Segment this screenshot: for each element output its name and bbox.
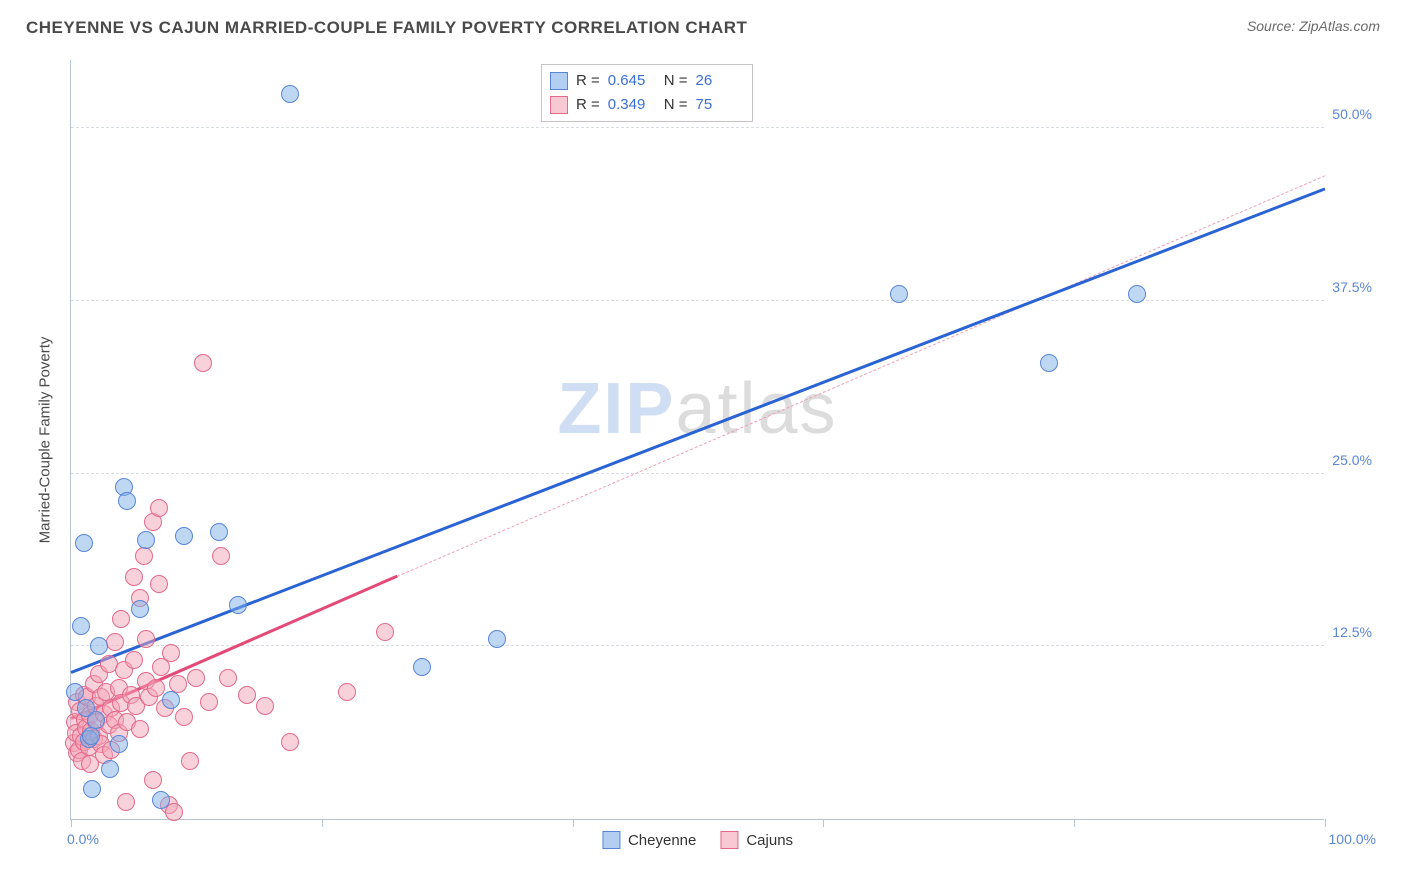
r-value: 0.645	[608, 69, 656, 93]
n-value: 26	[696, 69, 744, 93]
y-tick-label: 37.5%	[1332, 279, 1372, 295]
data-point-cheyenne	[82, 727, 100, 745]
data-point-cheyenne	[281, 85, 299, 103]
data-point-cheyenne	[90, 637, 108, 655]
r-value: 0.349	[608, 93, 656, 117]
x-tick	[322, 819, 323, 827]
data-point-cajuns	[150, 499, 168, 517]
chart-title: CHEYENNE VS CAJUN MARRIED-COUPLE FAMILY …	[26, 18, 747, 38]
n-label: N =	[664, 93, 688, 117]
stats-row: R = 0.349 N = 75	[550, 93, 744, 117]
data-point-cheyenne	[118, 492, 136, 510]
data-point-cheyenne	[488, 630, 506, 648]
chart-header: CHEYENNE VS CAJUN MARRIED-COUPLE FAMILY …	[0, 0, 1406, 38]
data-point-cajuns	[238, 686, 256, 704]
x-tick	[823, 819, 824, 827]
data-point-cajuns	[200, 693, 218, 711]
data-point-cheyenne	[101, 760, 119, 778]
data-point-cheyenne	[229, 596, 247, 614]
data-point-cajuns	[135, 547, 153, 565]
data-point-cheyenne	[210, 523, 228, 541]
data-point-cheyenne	[66, 683, 84, 701]
source-attribution: Source: ZipAtlas.com	[1247, 18, 1380, 34]
n-value: 75	[696, 93, 744, 117]
data-point-cheyenne	[1128, 285, 1146, 303]
data-point-cajuns	[212, 547, 230, 565]
data-point-cheyenne	[1040, 354, 1058, 372]
regression-cajuns-extrapolated	[397, 176, 1325, 578]
legend-swatch	[602, 831, 620, 849]
y-tick-label: 25.0%	[1332, 452, 1372, 468]
legend-swatch	[550, 96, 568, 114]
data-point-cajuns	[147, 679, 165, 697]
stats-row: R = 0.645 N = 26	[550, 69, 744, 93]
legend-label: Cheyenne	[628, 832, 696, 849]
data-point-cajuns	[219, 669, 237, 687]
x-tick	[1325, 819, 1326, 827]
x-axis-min-label: 0.0%	[67, 831, 99, 847]
data-point-cajuns	[187, 669, 205, 687]
data-point-cajuns	[137, 630, 155, 648]
data-point-cajuns	[150, 575, 168, 593]
data-point-cajuns	[256, 697, 274, 715]
data-point-cheyenne	[162, 691, 180, 709]
data-point-cajuns	[169, 675, 187, 693]
data-point-cajuns	[181, 752, 199, 770]
data-point-cheyenne	[75, 534, 93, 552]
data-point-cheyenne	[72, 617, 90, 635]
regression-cheyenne	[70, 187, 1325, 673]
y-axis-title: Married-Couple Family Poverty	[37, 336, 54, 543]
source-name: ZipAtlas.com	[1299, 18, 1380, 34]
data-point-cheyenne	[87, 711, 105, 729]
data-point-cajuns	[376, 623, 394, 641]
watermark: ZIPatlas	[557, 368, 837, 450]
data-point-cajuns	[281, 733, 299, 751]
r-label: R =	[576, 69, 600, 93]
data-point-cajuns	[175, 708, 193, 726]
data-point-cheyenne	[110, 735, 128, 753]
data-point-cajuns	[125, 651, 143, 669]
y-tick-label: 50.0%	[1332, 106, 1372, 122]
gridline-h	[71, 645, 1324, 646]
data-point-cheyenne	[175, 527, 193, 545]
data-point-cajuns	[125, 568, 143, 586]
data-point-cajuns	[162, 644, 180, 662]
data-point-cajuns	[117, 793, 135, 811]
data-point-cheyenne	[152, 791, 170, 809]
data-point-cheyenne	[137, 531, 155, 549]
x-tick	[1074, 819, 1075, 827]
series-legend: Cheyenne Cajuns	[602, 831, 793, 849]
x-axis-max-label: 100.0%	[1329, 831, 1376, 847]
data-point-cajuns	[106, 633, 124, 651]
data-point-cajuns	[144, 771, 162, 789]
data-point-cheyenne	[413, 658, 431, 676]
source-prefix: Source:	[1247, 18, 1299, 34]
legend-swatch	[550, 72, 568, 90]
data-point-cheyenne	[131, 600, 149, 618]
x-tick	[573, 819, 574, 827]
data-point-cajuns	[112, 610, 130, 628]
data-point-cheyenne	[83, 780, 101, 798]
correlation-stats-box: R = 0.645 N = 26 R = 0.349 N = 75	[541, 64, 753, 122]
legend-label: Cajuns	[746, 832, 793, 849]
r-label: R =	[576, 93, 600, 117]
n-label: N =	[664, 69, 688, 93]
watermark-zip: ZIP	[557, 369, 675, 449]
data-point-cajuns	[131, 720, 149, 738]
scatter-chart: Married-Couple Family Poverty ZIPatlas R…	[26, 50, 1380, 870]
plot-area: Married-Couple Family Poverty ZIPatlas R…	[70, 60, 1324, 820]
data-point-cajuns	[194, 354, 212, 372]
x-tick	[71, 819, 72, 827]
legend-item: Cajuns	[720, 831, 793, 849]
gridline-h	[71, 473, 1324, 474]
y-tick-label: 12.5%	[1332, 624, 1372, 640]
gridline-h	[71, 127, 1324, 128]
legend-swatch	[720, 831, 738, 849]
legend-item: Cheyenne	[602, 831, 696, 849]
data-point-cheyenne	[890, 285, 908, 303]
data-point-cajuns	[338, 683, 356, 701]
